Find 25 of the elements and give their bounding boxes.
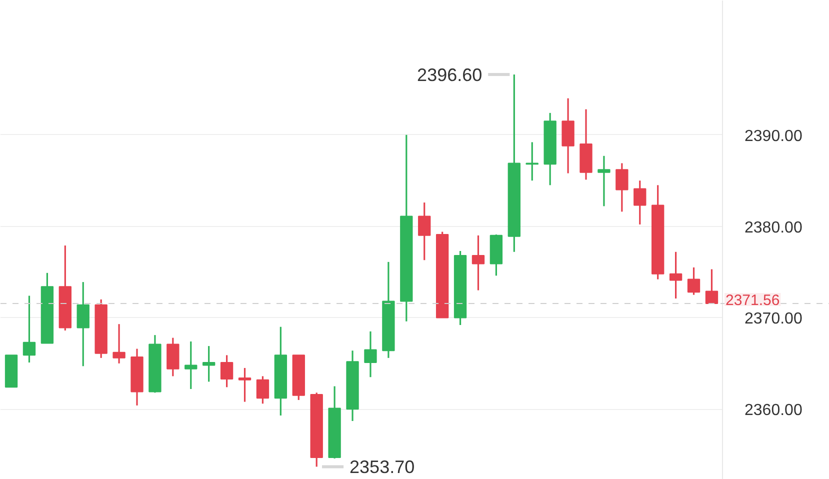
candlestick — [687, 266, 700, 296]
candlestick — [634, 180, 646, 226]
candlestick — [238, 367, 252, 403]
candlestick — [418, 202, 431, 261]
candlestick — [472, 234, 485, 292]
candlestick — [364, 330, 377, 378]
y-tick-label: 2390.00 — [744, 128, 802, 145]
candlestick — [22, 294, 36, 364]
candlestick — [705, 268, 718, 304]
candlestick — [76, 281, 90, 367]
annotation: 2353.70 — [350, 457, 415, 478]
candlestick — [616, 162, 628, 212]
y-tick-label: 2360.00 — [744, 402, 802, 420]
ref-line-label: 2371.56 — [726, 292, 780, 309]
candlestick — [526, 141, 538, 182]
y-tick-label: 2380.00 — [744, 219, 802, 236]
y-tick-label: 2370.00 — [744, 310, 802, 328]
candlestick — [256, 375, 270, 404]
candlestick — [220, 354, 234, 388]
candlestick — [598, 155, 610, 207]
candlestick — [202, 345, 216, 382]
candlestick — [112, 323, 126, 364]
annotation: 2396.60 — [417, 65, 482, 86]
candlestick — [184, 340, 198, 390]
candlestick — [669, 251, 682, 300]
